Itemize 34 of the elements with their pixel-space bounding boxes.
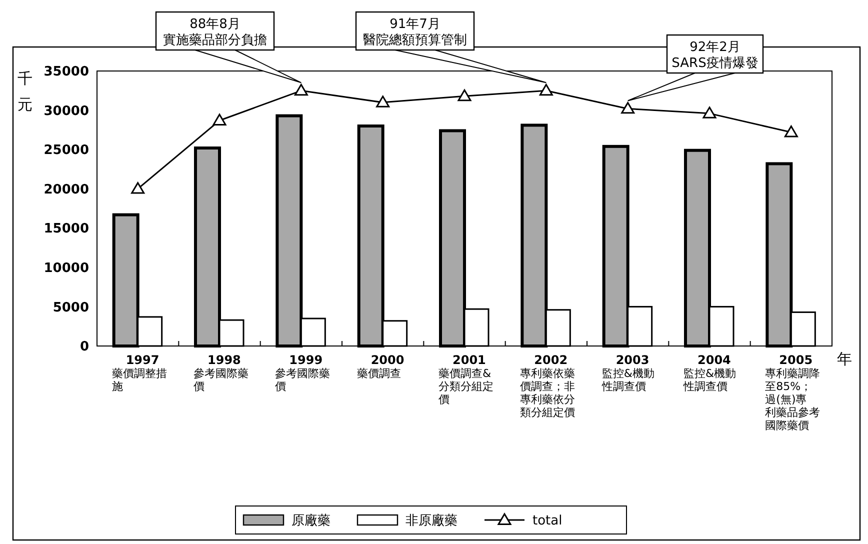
x-tick-label: 2005 專利藥調降至85%；過(無)專利藥品參考國際藥價 — [765, 353, 820, 432]
annotation: 92年2月SARS疫情爆發 — [672, 40, 758, 71]
point — [458, 89, 472, 102]
annotation: 91年7月醫院總額預算管制 — [363, 17, 467, 48]
x-tick-label: 2000 藥價調查 — [356, 353, 404, 380]
point — [294, 84, 308, 96]
y-tick-label: 15000 — [44, 222, 89, 237]
x-tick-label: 1997 藥價調整措施 — [112, 353, 167, 393]
x-axis-title: 年 — [837, 350, 852, 368]
legend-label: 非原廠藥 — [406, 514, 458, 529]
point — [539, 84, 553, 96]
x-tick-label: 1999 參考國際藥價 — [275, 353, 330, 393]
y-tick-label: 5000 — [52, 300, 89, 316]
point — [131, 182, 145, 194]
legend-label: total — [532, 514, 562, 529]
annotation: 88年8月實施藥品部分負擔 — [163, 17, 267, 48]
point — [621, 102, 635, 114]
point — [702, 106, 716, 118]
legend-label: 原廠藥 — [292, 514, 330, 529]
y-tick-label: 35000 — [44, 64, 89, 80]
x-tick-label: 2002 專利藥依藥價調查；非專利藥依分類分組定價 — [520, 353, 576, 419]
x-tick-label: 2004 監控&機動性調查價 — [682, 353, 736, 393]
point — [784, 126, 798, 138]
y-tick-label: 20000 — [44, 182, 89, 198]
x-tick-label: 2001 藥價調查&分類分組定價 — [438, 353, 494, 406]
x-tick-label: 2003 監控&機動性調查價 — [600, 353, 654, 393]
y-tick-label: 0 — [80, 340, 89, 355]
y-tick-label: 10000 — [44, 260, 89, 276]
x-tick-label: 1998 參考國際藥價 — [194, 353, 248, 393]
y-tick-label: 25000 — [44, 143, 89, 158]
point — [212, 114, 226, 126]
point — [376, 96, 390, 108]
y-tick-label: 30000 — [44, 104, 89, 119]
y-axis-title: 千元 — [18, 69, 32, 114]
